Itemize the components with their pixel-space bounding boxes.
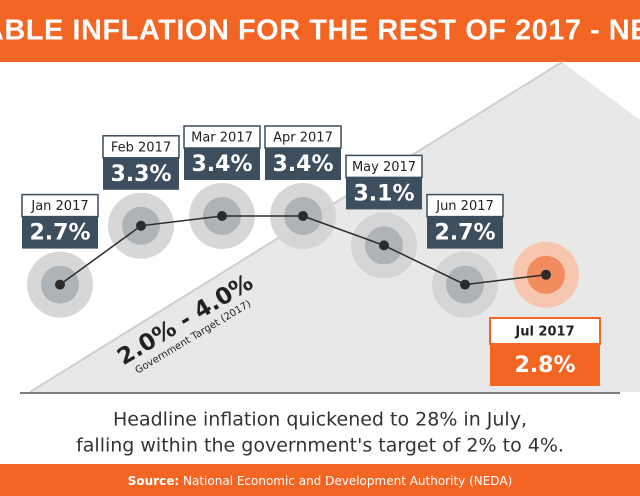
- data-label: 3.3%: [110, 162, 171, 187]
- caption-line: falling within the government's target o…: [76, 435, 564, 457]
- label-value-box: [265, 148, 341, 180]
- x-tick-label: Jun 2017: [435, 199, 494, 214]
- point: [460, 279, 470, 290]
- point: [298, 211, 308, 221]
- x-tick-label: Mar 2017: [191, 131, 253, 146]
- footer-bar: [0, 464, 640, 496]
- label-value-box: [346, 177, 422, 210]
- point: [55, 279, 65, 290]
- source-label: Source:: [128, 474, 179, 488]
- x-tick-label: Apr 2017: [273, 131, 333, 146]
- caption-line: Headline inflation quickened to 28% in J…: [113, 409, 527, 431]
- x-tick-label: Jan 2017: [30, 199, 88, 214]
- label-value-box: [184, 148, 260, 180]
- x-tick-label: Feb 2017: [111, 140, 171, 155]
- point: [136, 220, 146, 231]
- data-label: 2.7%: [29, 221, 90, 246]
- plot: Jan 2017 2.7% Feb 2017 3.3% Mar 2017 3.4% Apr …: [21, 125, 601, 386]
- data-label: 3.1%: [353, 181, 414, 206]
- point: [217, 211, 227, 221]
- x-tick-label: Jul 2017: [514, 325, 574, 340]
- label-value-box: [103, 157, 179, 190]
- source: Source: National Economic and Developmen…: [128, 474, 512, 488]
- data-label: 2.7%: [434, 221, 495, 246]
- data-label: 3.4%: [272, 152, 333, 177]
- data-label: 3.4%: [191, 152, 252, 177]
- label-value-box: [22, 216, 98, 249]
- label-month-box: [489, 317, 601, 345]
- label-value-box: [427, 216, 503, 249]
- x-tick-label: May 2017: [352, 160, 416, 175]
- header-bar: [0, 0, 640, 62]
- label-value-box: [490, 344, 600, 386]
- data-label: 2.8%: [514, 353, 575, 378]
- point: [541, 269, 551, 280]
- point: [379, 240, 389, 251]
- source-text: National Economic and Development Author…: [183, 474, 512, 488]
- chart-title: STABLE INFLATION FOR THE REST OF 2017 - …: [0, 15, 640, 47]
